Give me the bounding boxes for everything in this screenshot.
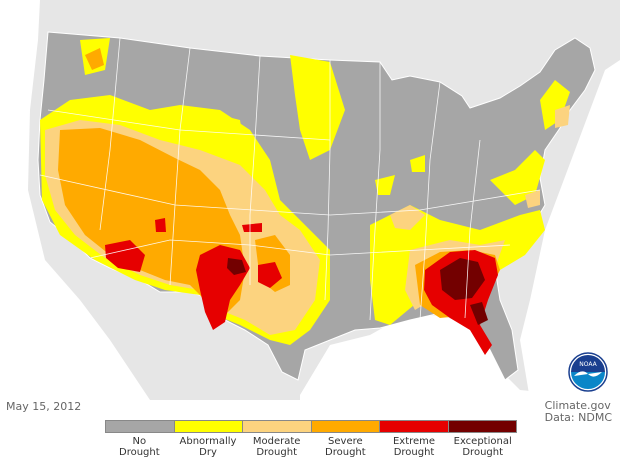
us-drought-map-svg	[0, 0, 620, 400]
legend-swatch-exceptional	[448, 421, 516, 432]
legend-label-abnormally-dry: Abnormally Dry	[179, 436, 237, 458]
legend-label-moderate: Moderate Drought	[252, 436, 301, 458]
map-credit: Climate.gov Data: NDMC	[545, 400, 612, 424]
credit-data-source: Data: NDMC	[544, 411, 612, 424]
credit-site: Climate.gov	[544, 399, 611, 412]
exceptional-drought-areas	[227, 258, 488, 325]
map-date: May 15, 2012	[6, 400, 82, 413]
state-boundaries	[39, 37, 541, 321]
pacific-ocean	[0, 0, 150, 400]
atlantic-ocean	[520, 60, 620, 400]
legend-swatch-severe	[311, 421, 380, 432]
legend-swatch-moderate	[243, 421, 312, 432]
legend-label-no-drought: No Drought	[119, 436, 160, 458]
drought-legend: No Drought Abnormally Dry Moderate Drought …	[105, 420, 517, 460]
legend-swatch-abnormally-dry	[174, 421, 243, 432]
noaa-logo-text: NOAA	[579, 361, 597, 368]
gulf-of-mexico	[300, 315, 620, 400]
legend-label-severe: Severe Drought	[325, 436, 366, 458]
noaa-logo-icon: NOAA	[568, 352, 608, 392]
legend-label-extreme: Extreme Drought	[392, 436, 436, 458]
drought-map	[0, 0, 620, 400]
legend-swatch-extreme	[380, 421, 449, 432]
legend-swatch-no-drought	[106, 421, 175, 432]
legend-labels: No Drought Abnormally Dry Moderate Drought …	[105, 436, 517, 458]
legend-swatches	[105, 420, 517, 433]
legend-label-exceptional: Exceptional Drought	[453, 436, 512, 458]
